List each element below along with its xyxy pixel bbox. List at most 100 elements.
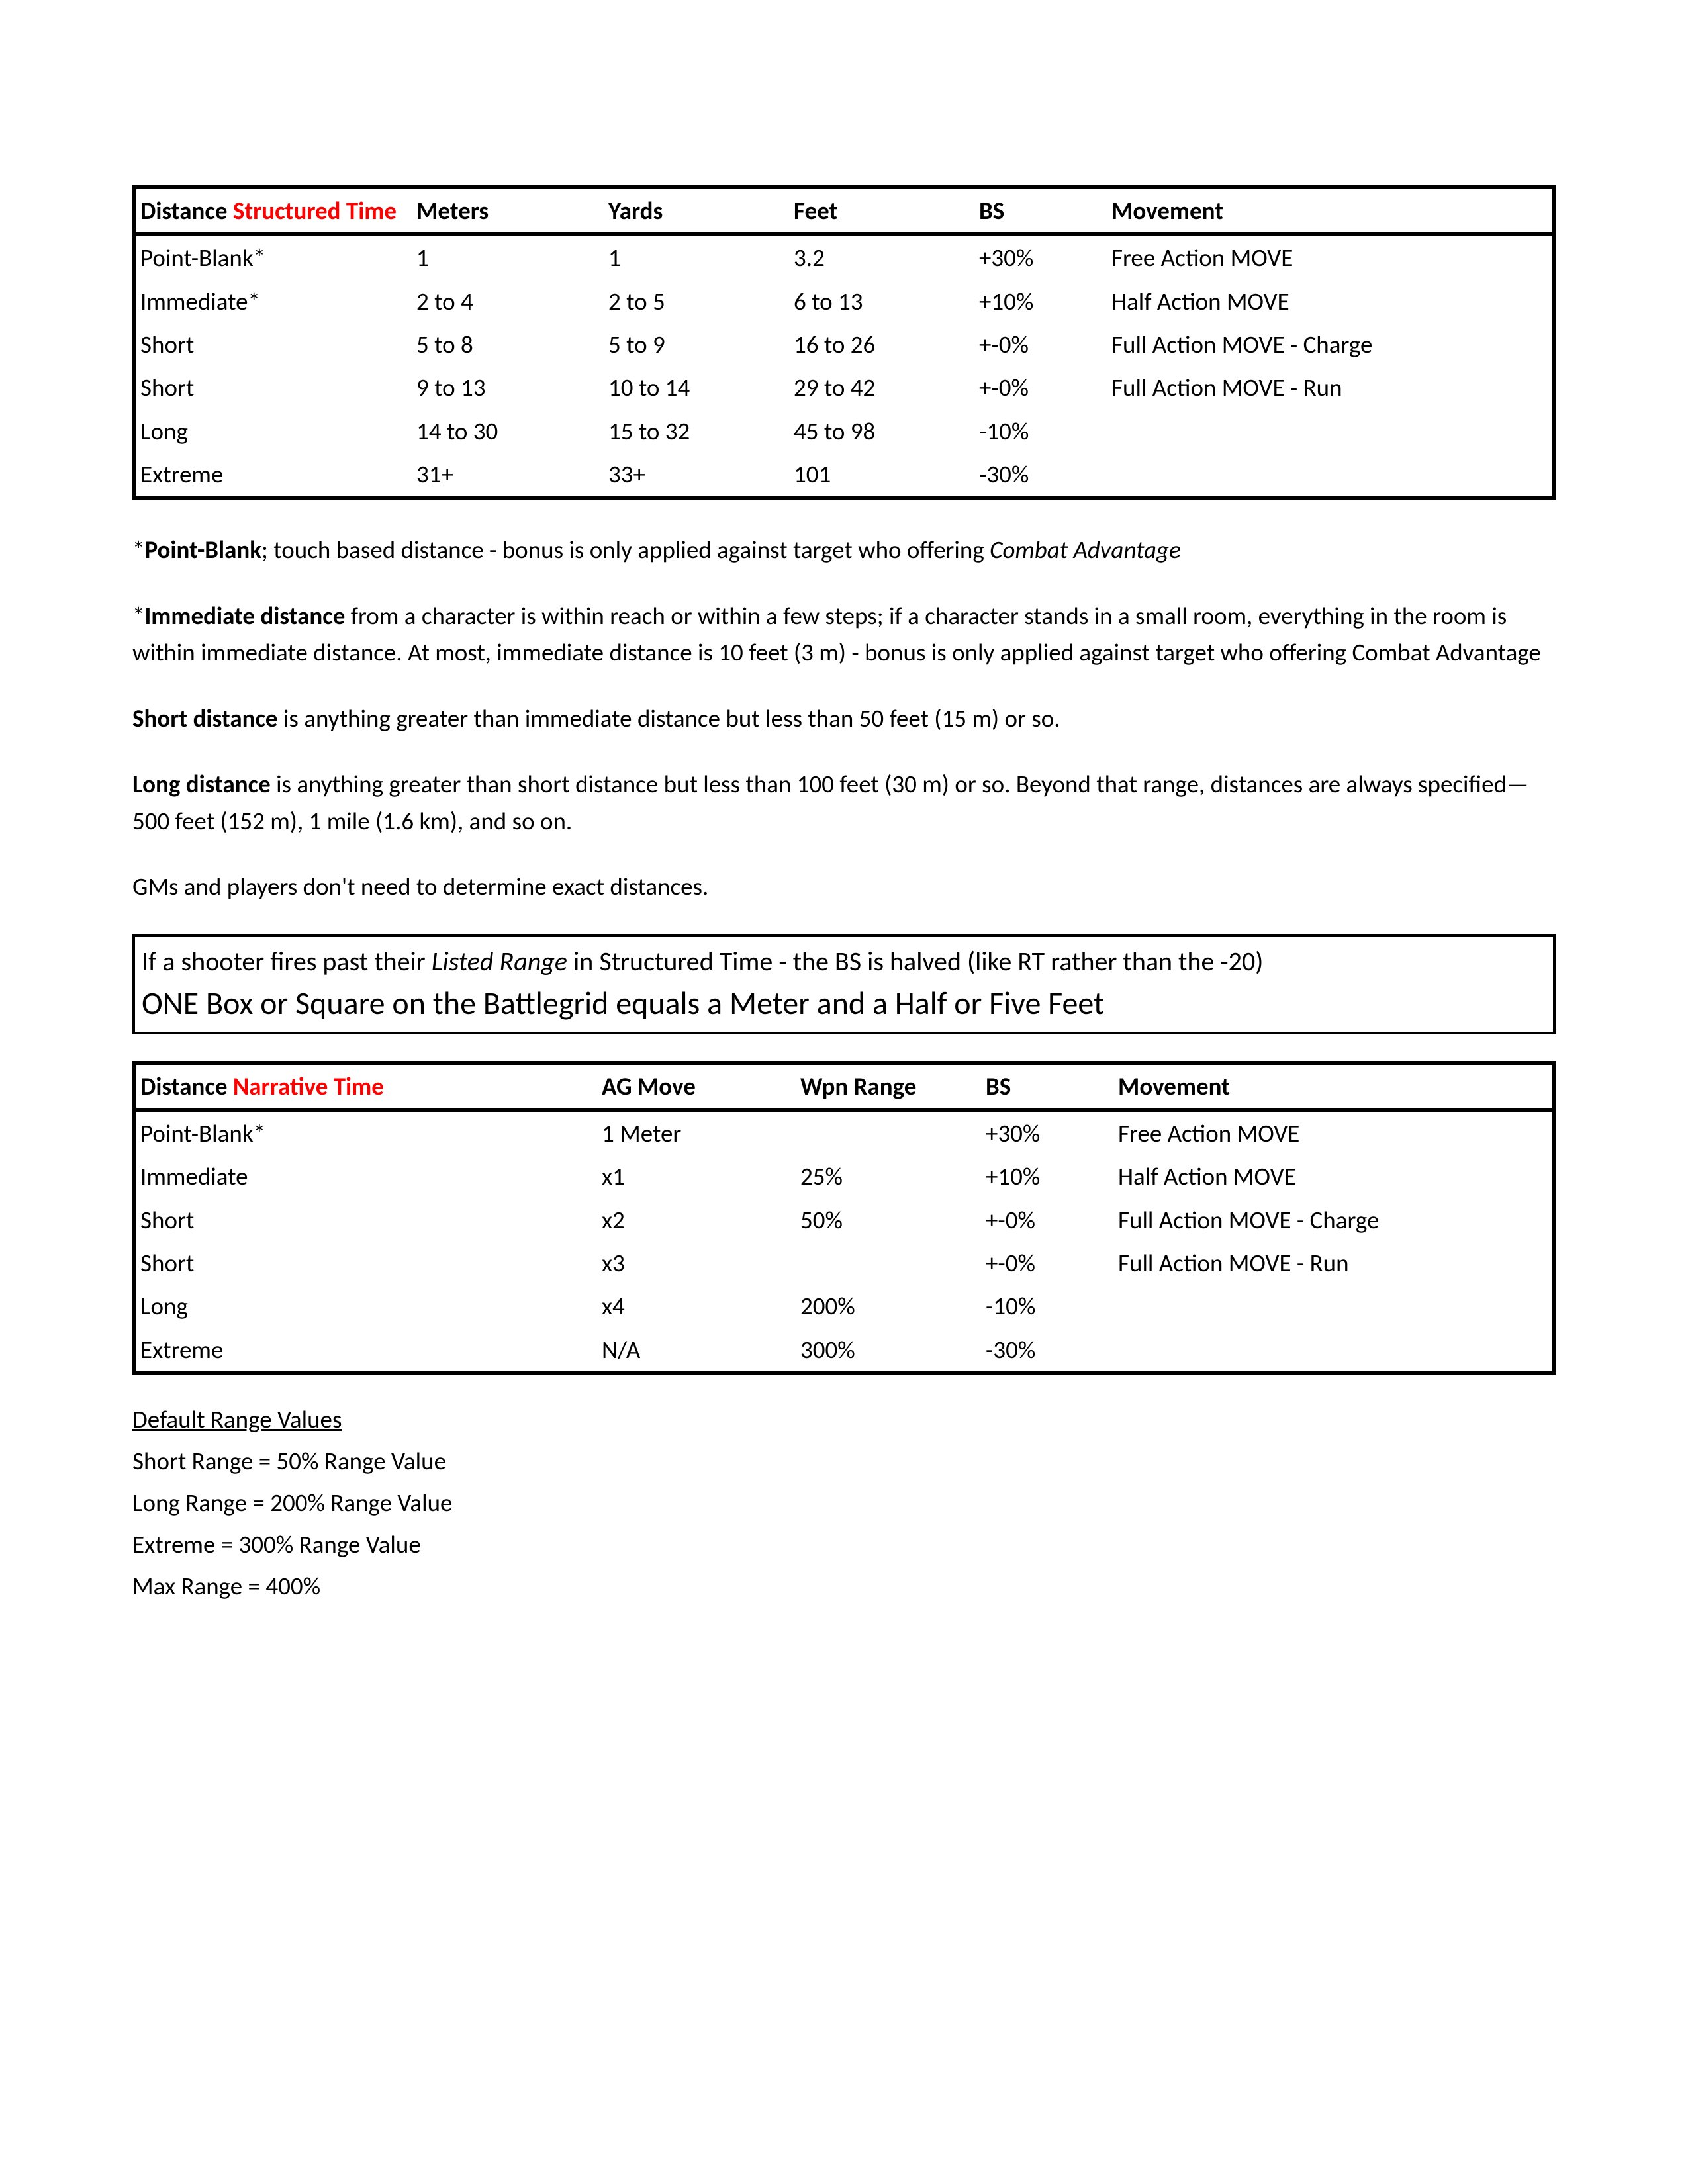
narrative-time-table: Distance Narrative Time AG Move Wpn Rang… bbox=[132, 1061, 1556, 1375]
table-row: Point-Blank*113.2+30%Free Action MOVE bbox=[134, 234, 1554, 279]
note-short: Short distance is anything greater than … bbox=[132, 700, 1556, 737]
default-range-values: Default Range Values Short Range = 50% R… bbox=[132, 1399, 1556, 1607]
page: Distance Structured Time Meters Yards Fe… bbox=[0, 0, 1688, 2184]
note-immediate: *Immediate distance from a character is … bbox=[132, 598, 1556, 671]
col-meters: Meters bbox=[412, 187, 604, 234]
table-row: Short5 to 85 to 916 to 26+-0%Full Action… bbox=[134, 323, 1554, 366]
defaults-line: Max Range = 400% bbox=[132, 1566, 1556, 1608]
table-row: Immediatex125%+10%Half Action MOVE bbox=[134, 1155, 1554, 1198]
spacer bbox=[132, 1034, 1556, 1061]
cell: 2 to 4 bbox=[412, 280, 604, 323]
cell: Short bbox=[134, 1242, 598, 1285]
col-yards: Yards bbox=[604, 187, 790, 234]
note-bold: Point-Blank bbox=[144, 535, 261, 565]
note-text: ; touch based distance - bonus is only a… bbox=[261, 535, 990, 565]
defaults-title: Default Range Values bbox=[132, 1399, 1556, 1441]
table-row: Shortx3+-0%Full Action MOVE - Run bbox=[134, 1242, 1554, 1285]
cell: Immediate* bbox=[134, 280, 412, 323]
note-gms: GMs and players don't need to determine … bbox=[132, 868, 1556, 905]
cell: 45 to 98 bbox=[790, 410, 975, 453]
cell bbox=[1107, 453, 1554, 498]
cell: -10% bbox=[982, 1285, 1114, 1328]
cell: -10% bbox=[975, 410, 1107, 453]
cell: +30% bbox=[982, 1110, 1114, 1155]
cell: Free Action MOVE bbox=[1114, 1110, 1554, 1155]
table-row: Long14 to 3015 to 3245 to 98-10% bbox=[134, 410, 1554, 453]
structured-time-table: Distance Structured Time Meters Yards Fe… bbox=[132, 185, 1556, 500]
cell bbox=[1114, 1328, 1554, 1373]
cell: -30% bbox=[975, 453, 1107, 498]
table-row: Short9 to 1310 to 1429 to 42+-0%Full Act… bbox=[134, 366, 1554, 409]
table-row: Extreme31+33+101-30% bbox=[134, 453, 1554, 498]
cell: 10 to 14 bbox=[604, 366, 790, 409]
table-row: Shortx250%+-0%Full Action MOVE - Charge bbox=[134, 1199, 1554, 1242]
cell bbox=[796, 1242, 982, 1285]
defaults-line: Long Range = 200% Range Value bbox=[132, 1482, 1556, 1524]
cell: Long bbox=[134, 410, 412, 453]
cell: x4 bbox=[598, 1285, 796, 1328]
col-movement: Movement bbox=[1114, 1063, 1554, 1110]
table-header-row: Distance Structured Time Meters Yards Fe… bbox=[134, 187, 1554, 234]
label-distance: Distance bbox=[140, 1071, 227, 1101]
table-row: Point-Blank*1 Meter+30%Free Action MOVE bbox=[134, 1110, 1554, 1155]
cell: 5 to 9 bbox=[604, 323, 790, 366]
col-movement: Movement bbox=[1107, 187, 1554, 234]
cell: x2 bbox=[598, 1199, 796, 1242]
cell: Full Action MOVE - Charge bbox=[1114, 1199, 1554, 1242]
table-header-row: Distance Narrative Time AG Move Wpn Rang… bbox=[134, 1063, 1554, 1110]
cell bbox=[1114, 1285, 1554, 1328]
cell: +10% bbox=[975, 280, 1107, 323]
cell: 15 to 32 bbox=[604, 410, 790, 453]
cell: Full Action MOVE - Run bbox=[1114, 1242, 1554, 1285]
cell: Full Action MOVE - Run bbox=[1107, 366, 1554, 409]
cell: +-0% bbox=[975, 366, 1107, 409]
note-text: * bbox=[132, 535, 144, 565]
cell: Point-Blank* bbox=[134, 1110, 598, 1155]
defaults-line: Short Range = 50% Range Value bbox=[132, 1441, 1556, 1482]
cell: 29 to 42 bbox=[790, 366, 975, 409]
label-narrative-time: Narrative Time bbox=[233, 1071, 384, 1101]
cell: 101 bbox=[790, 453, 975, 498]
cell: Point-Blank* bbox=[134, 234, 412, 279]
cell: 6 to 13 bbox=[790, 280, 975, 323]
table-row: ExtremeN/A300%-30% bbox=[134, 1328, 1554, 1373]
cell: 2 to 5 bbox=[604, 280, 790, 323]
cell: Half Action MOVE bbox=[1114, 1155, 1554, 1198]
cell: 200% bbox=[796, 1285, 982, 1328]
note-text: is anything greater than short distance … bbox=[132, 769, 1528, 836]
col-wpn-range: Wpn Range bbox=[796, 1063, 982, 1110]
note-bold: Immediate distance bbox=[144, 601, 345, 631]
cell: +-0% bbox=[975, 323, 1107, 366]
cell: +-0% bbox=[982, 1199, 1114, 1242]
cell: 1 bbox=[412, 234, 604, 279]
label-distance: Distance bbox=[140, 196, 227, 226]
cell bbox=[796, 1110, 982, 1155]
col-bs: BS bbox=[982, 1063, 1114, 1110]
col-ag-move: AG Move bbox=[598, 1063, 796, 1110]
cell: -30% bbox=[982, 1328, 1114, 1373]
cell: Short bbox=[134, 1199, 598, 1242]
cell: x1 bbox=[598, 1155, 796, 1198]
note-point-blank: *Point-Blank; touch based distance - bon… bbox=[132, 531, 1556, 569]
col-distance: Distance Structured Time bbox=[134, 187, 412, 234]
callout-italic: Listed Range bbox=[432, 945, 567, 978]
cell bbox=[1107, 410, 1554, 453]
cell: 1 bbox=[604, 234, 790, 279]
col-distance: Distance Narrative Time bbox=[134, 1063, 598, 1110]
callout-line-1: If a shooter fires past their Listed Ran… bbox=[142, 942, 1546, 981]
label-structured-time: Structured Time bbox=[233, 196, 397, 226]
cell: +30% bbox=[975, 234, 1107, 279]
cell: 3.2 bbox=[790, 234, 975, 279]
cell: 300% bbox=[796, 1328, 982, 1373]
cell: 31+ bbox=[412, 453, 604, 498]
cell: 33+ bbox=[604, 453, 790, 498]
note-bold: Short distance bbox=[132, 704, 278, 733]
table-row: Longx4200%-10% bbox=[134, 1285, 1554, 1328]
note-bold: Long distance bbox=[132, 769, 271, 799]
cell: Extreme bbox=[134, 1328, 598, 1373]
notes-block: *Point-Blank; touch based distance - bon… bbox=[132, 531, 1556, 905]
cell: 25% bbox=[796, 1155, 982, 1198]
note-text: * bbox=[132, 601, 144, 631]
cell: Half Action MOVE bbox=[1107, 280, 1554, 323]
callout-text: If a shooter fires past their bbox=[142, 945, 432, 978]
